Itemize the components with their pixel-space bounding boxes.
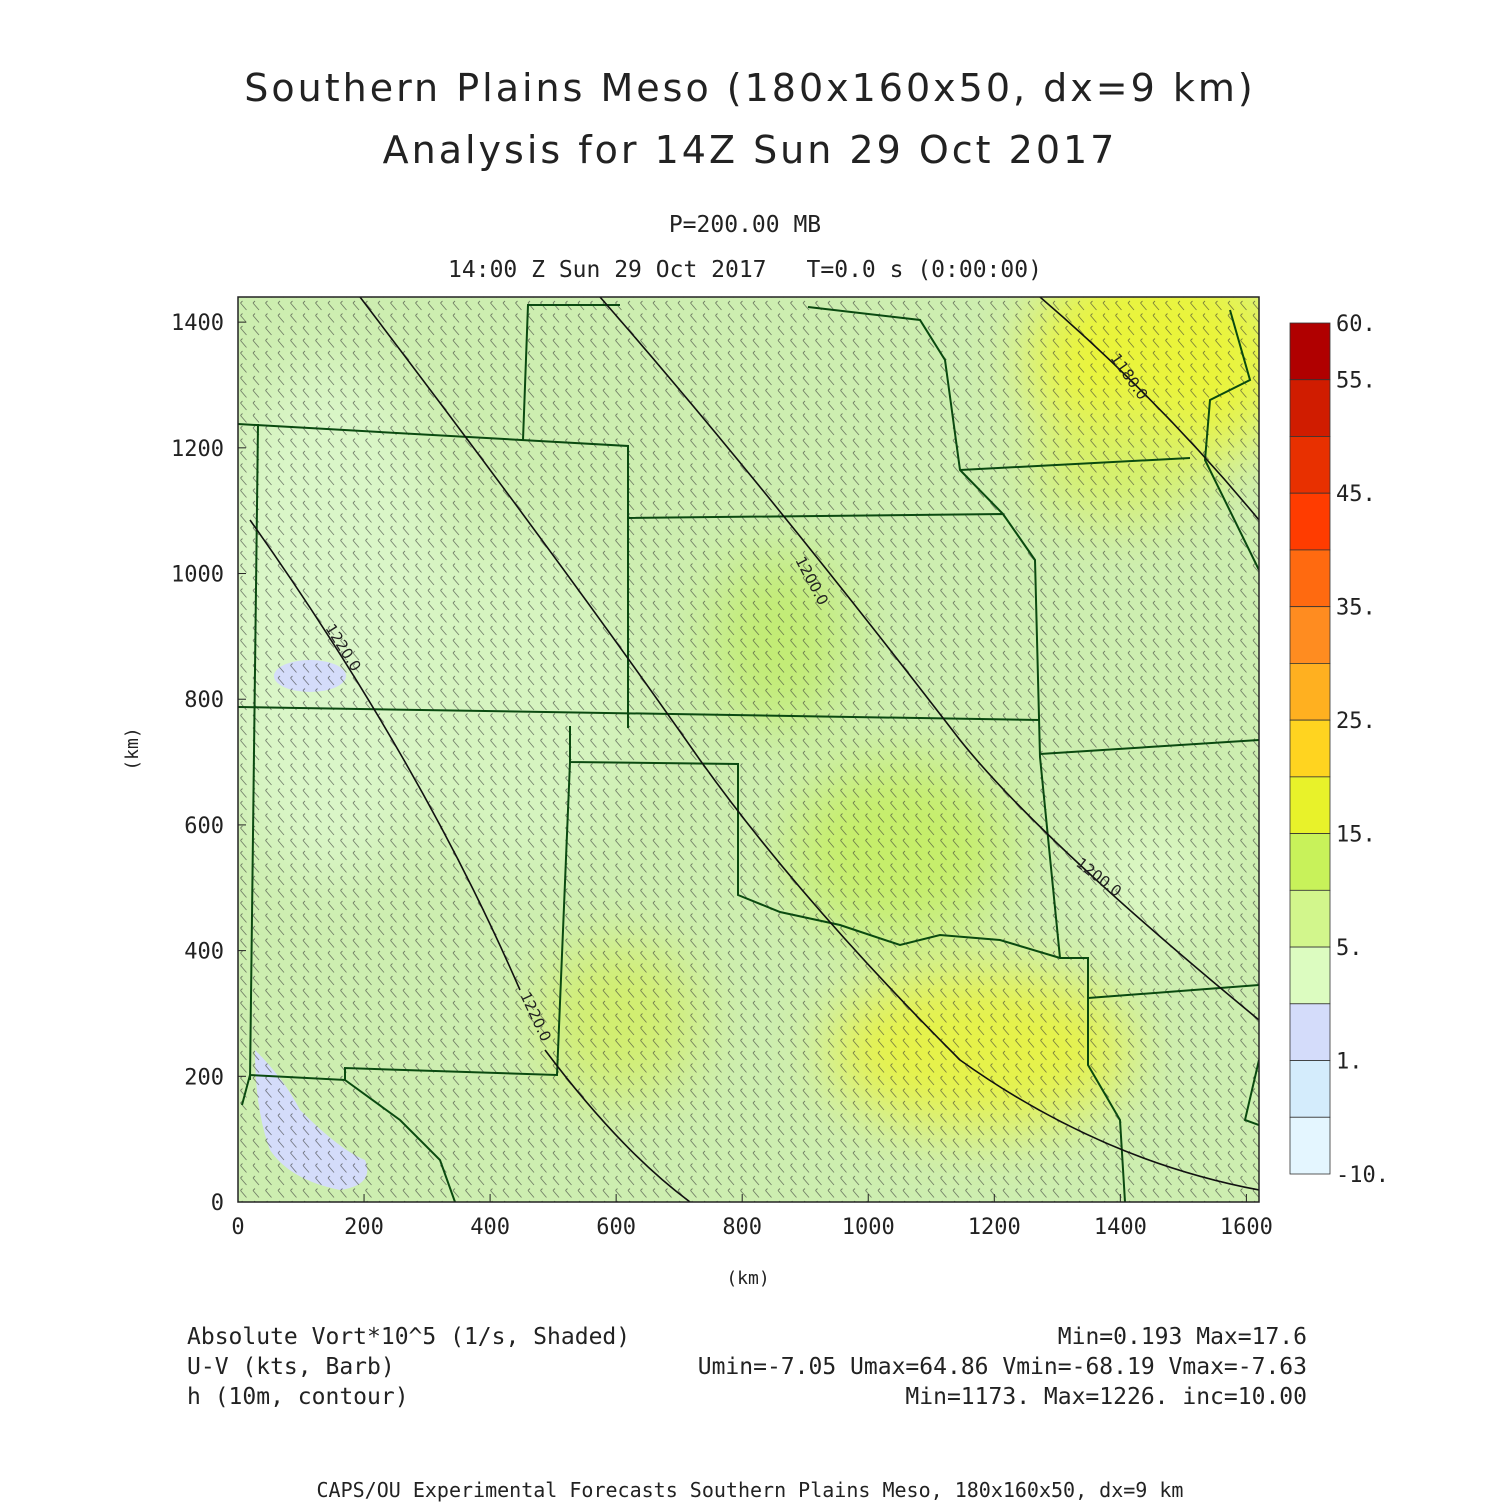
border-mississippi-south (1243, 1059, 1259, 1126)
contour-1200-northeast (599, 297, 1259, 1021)
x-tick-label: 400 (470, 1215, 510, 1240)
pressure-level: P=200.00 MB (668, 212, 822, 238)
time-line: 14:00 Z Sun 29 Oct 2017 T=0.0 s (0:00:00) (0, 257, 1495, 283)
plot-frame (237, 296, 1260, 1203)
colorbar-swatch (1289, 606, 1331, 664)
y-tick-label: 1400 (171, 311, 224, 336)
colorbar-swatch (1289, 492, 1331, 551)
x-tick-label: 200 (344, 1215, 384, 1240)
plot-title: Southern Plains Meso (180x160x50, dx=9 k… (244, 66, 1256, 110)
border-texas-oklahoma (569, 726, 1126, 1202)
colorbar-label: 15. (1336, 823, 1376, 848)
border-colorado-south (238, 706, 1041, 721)
colorbar-swatch (1289, 719, 1331, 778)
y-tick-label: 1200 (171, 437, 224, 462)
legend-barb-field: U-V (kts, Barb) (187, 1354, 395, 1380)
x-axis-label: (km) (726, 1268, 769, 1289)
colorbar (1289, 322, 1331, 1175)
y-axis: 0 200 400 600 800 1000 1200 1400 (171, 311, 246, 1216)
colorbar-swatch (1289, 889, 1331, 948)
colorbar-swatch (1289, 379, 1331, 437)
y-tick-label: 600 (184, 814, 224, 839)
legend-contour-field: h (10m, contour) (187, 1384, 409, 1410)
colorbar-swatch (1289, 833, 1331, 891)
colorbar-label: 35. (1336, 596, 1376, 621)
border-iowa (959, 457, 1191, 471)
colorbar-swatch (1289, 436, 1331, 494)
height-contours (249, 297, 1259, 1202)
colorbar-label: 1. (1336, 1050, 1363, 1075)
colorbar-swatch (1289, 776, 1331, 834)
contour-1220-west (249, 519, 521, 991)
plot-subtitle: Analysis for 14Z Sun 29 Oct 2017 (382, 128, 1118, 172)
colorbar-label: 55. (1336, 369, 1376, 394)
border-kansas (627, 512, 1061, 959)
border-mississippi (1203, 309, 1259, 571)
y-tick-label: 800 (184, 688, 224, 713)
legend-barb-stats: Umin=-7.05 Umax=64.86 Vmin=-68.19 Vmax=-… (697, 1354, 1307, 1380)
colorbar-swatch (1289, 946, 1331, 1005)
colorbar-label: -10. (1336, 1163, 1389, 1188)
border-louisiana (1087, 984, 1259, 999)
x-tick-label: 600 (596, 1215, 636, 1240)
x-axis: 0 200 400 600 800 1000 1200 1400 1600 (231, 1194, 1273, 1240)
y-tick-label: 1000 (171, 563, 224, 588)
x-tick-label: 0 (231, 1215, 244, 1240)
x-tick-label: 1400 (1094, 1215, 1147, 1240)
x-tick-label: 800 (722, 1215, 762, 1240)
border-wyoming (522, 304, 620, 441)
legend-contour-stats: Min=1173. Max=1226. inc=10.00 (905, 1384, 1307, 1410)
colorbar-label: 25. (1336, 709, 1376, 734)
colorbar-labels: 60. 55. 45. 35. 25. 15. 5. 1. -10. (1336, 312, 1389, 1188)
credit-line: CAPS/OU Experimental Forecasts Southern … (316, 1478, 1184, 1502)
colorbar-swatch (1289, 1116, 1331, 1175)
border-missouri-river (807, 306, 1004, 515)
colorbar-label: 45. (1336, 482, 1376, 507)
legend-shaded-field: Absolute Vort*10^5 (1/s, Shaded) (187, 1324, 631, 1350)
colorbar-label: 60. (1336, 312, 1376, 337)
colorbar-label: 5. (1336, 936, 1363, 961)
y-tick-label: 0 (211, 1191, 224, 1216)
contour-1200-south (359, 297, 1259, 1191)
border-colorado-north (238, 423, 629, 728)
legend-shaded-stats: Min=0.193 Max=17.6 (1057, 1324, 1307, 1350)
x-tick-label: 1200 (968, 1215, 1021, 1240)
colorbar-swatch (1289, 549, 1331, 608)
border-utah (249, 423, 259, 1081)
border-rio-grande (344, 1079, 456, 1202)
vorticity-field (238, 297, 1259, 1202)
contour-1180-northeast (1039, 297, 1259, 521)
colorbar-swatch (1289, 1060, 1331, 1118)
x-tick-label: 1000 (842, 1215, 895, 1240)
y-axis-label: (km) (122, 727, 143, 770)
forecast-time: T=0.0 s (0:00:00) (806, 257, 1042, 283)
x-tick-label: 1600 (1220, 1215, 1273, 1240)
valid-time: 14:00 Z Sun 29 Oct 2017 (448, 257, 767, 283)
y-tick-label: 200 (184, 1065, 224, 1090)
contour-1220-southwest (544, 1049, 691, 1202)
border-missouri-south (1039, 739, 1259, 755)
colorbar-swatch (1289, 322, 1331, 381)
y-tick-label: 400 (184, 940, 224, 965)
colorbar-swatch (1289, 1003, 1331, 1061)
state-borders (238, 304, 1259, 1202)
border-new-mexico (241, 761, 571, 1106)
colorbar-swatch (1289, 663, 1331, 721)
